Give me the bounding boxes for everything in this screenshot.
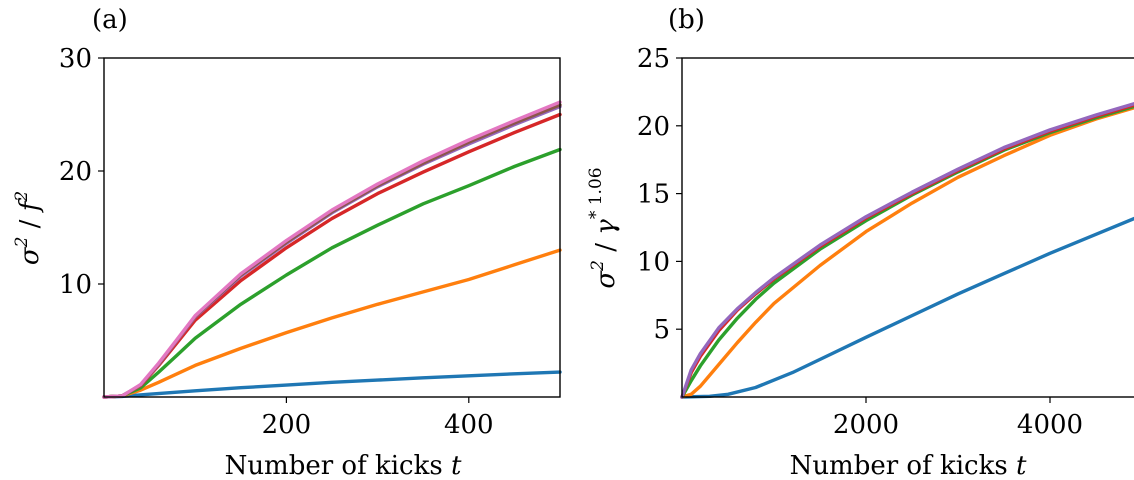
series-line-2 [680, 106, 1134, 399]
series-line-1 [102, 370, 562, 399]
x-tick-label: 4000 [1017, 410, 1083, 440]
x-tick-label: 400 [444, 410, 494, 440]
series-line-2 [102, 248, 562, 399]
x-axis-label: Number of kicks t [225, 451, 462, 480]
series-line-7 [102, 100, 562, 399]
series-line-5 [680, 101, 1134, 399]
ticks: 2000 4000 5 10 15 20 25 [637, 44, 1083, 440]
y-tick-label: 30 [59, 44, 92, 74]
x-tick-label: 2000 [833, 410, 899, 440]
panel-label: (a) [92, 5, 128, 35]
x-tick-label: 200 [262, 410, 312, 440]
series-line-4 [680, 103, 1134, 399]
ticks: 200 400 10 20 30 [59, 44, 494, 440]
y-tick-label: 5 [653, 315, 670, 345]
series-lines [102, 100, 562, 399]
series-line-3 [102, 147, 562, 399]
series-line-1 [680, 216, 1134, 399]
y-axis-label: σ2 / f2 [12, 191, 45, 265]
plot-frame [103, 57, 561, 398]
series-line-6 [102, 103, 562, 399]
panel-b: (b) σ2 / γ* 1.06 Number of kicks t 2000 4… [586, 5, 1134, 480]
series-lines [680, 101, 1134, 399]
y-tick-label: 15 [637, 180, 670, 210]
y-tick-label: 10 [59, 270, 92, 300]
y-tick-label: 20 [637, 112, 670, 142]
series-line-3 [680, 104, 1134, 399]
x-axis-label: Number of kicks t [790, 451, 1027, 480]
svg-text:σ2 / f2: σ2 / f2 [12, 191, 45, 265]
panel-label: (b) [668, 5, 705, 35]
y-axis-label: σ2 / γ* 1.06 [586, 167, 621, 288]
svg-text:σ2 / γ* 1.06: σ2 / γ* 1.06 [586, 167, 621, 288]
series-line-4 [102, 112, 562, 399]
y-tick-label: 20 [59, 157, 92, 187]
panel-a: (a) σ2 / f2 Number of kicks t 200 4001020… [12, 5, 562, 480]
y-tick-label: 10 [637, 247, 670, 277]
y-tick-label: 25 [637, 44, 670, 74]
plot-frame [681, 57, 1134, 398]
series-line-5 [102, 104, 562, 399]
